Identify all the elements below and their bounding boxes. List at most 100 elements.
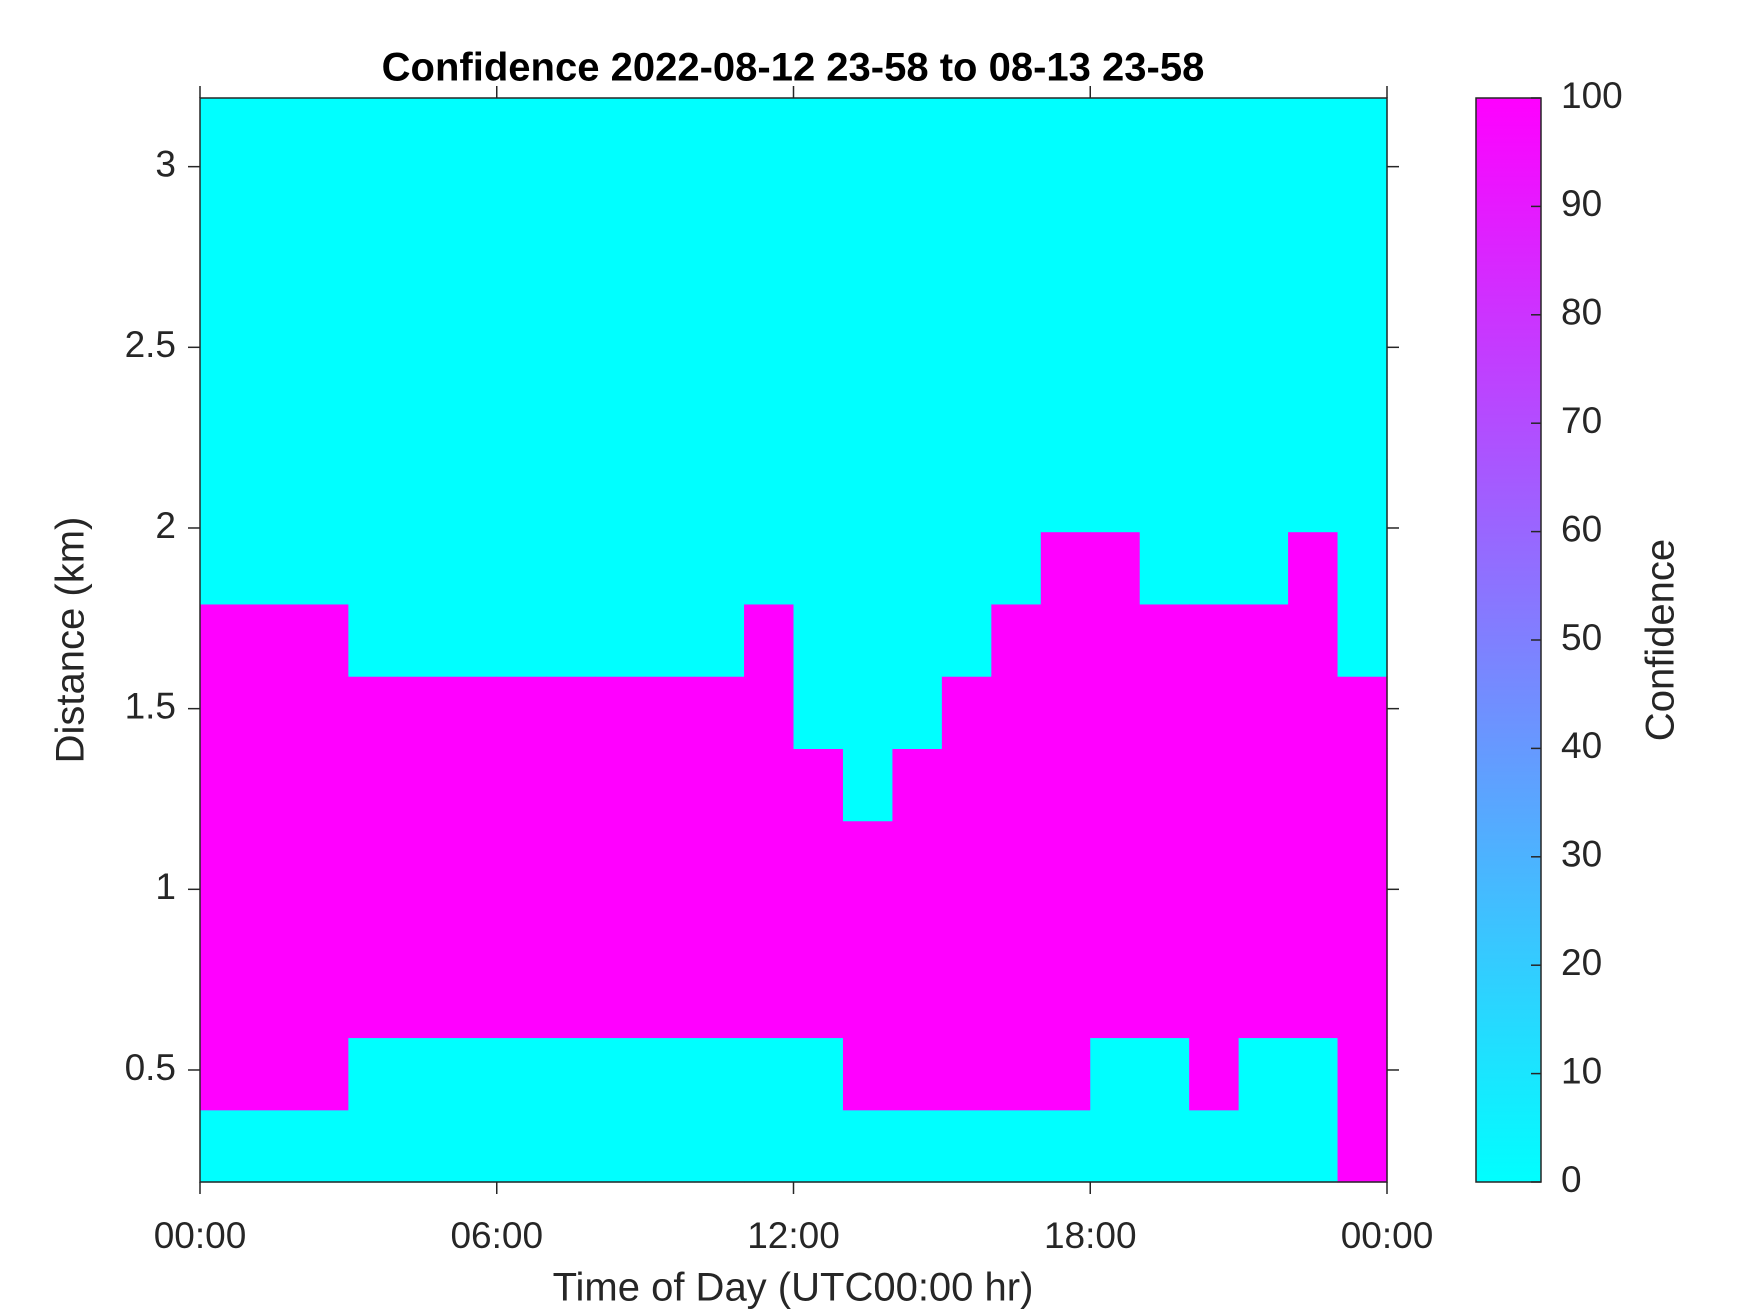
heatmap-cell (1139, 676, 1190, 749)
heatmap-cell (1040, 98, 1091, 171)
heatmap-cell (1288, 459, 1339, 533)
heatmap-cell (397, 748, 448, 822)
colorbar-tick-label: 80 (1561, 292, 1602, 333)
heatmap-cell (1238, 459, 1289, 533)
heatmap-cell (249, 965, 300, 1039)
heatmap-cell (892, 676, 943, 749)
heatmap-cell (546, 603, 597, 677)
heatmap-cell (447, 820, 498, 894)
heatmap-cell (496, 314, 547, 388)
colorbar-tick-label: 100 (1561, 75, 1623, 116)
heatmap-cell (991, 314, 1042, 388)
heatmap-cell (249, 603, 300, 677)
heatmap-cell (1337, 603, 1388, 677)
heatmap-cell (892, 892, 943, 966)
heatmap-cell (546, 965, 597, 1039)
heatmap-cell (1288, 748, 1339, 822)
heatmap-cell (1337, 1109, 1388, 1183)
heatmap-cell (1288, 242, 1339, 316)
heatmap-cell (298, 892, 349, 966)
heatmap-cell (348, 531, 399, 605)
heatmap-cell (447, 531, 498, 605)
heatmap-cell (842, 748, 894, 822)
heatmap-cell (447, 1037, 498, 1111)
heatmap-cell (1288, 314, 1339, 388)
heatmap-cell (744, 242, 795, 316)
heatmap-cell (892, 1109, 943, 1183)
heatmap-cell (1337, 387, 1388, 460)
heatmap-cell (249, 531, 300, 605)
heatmap-cell (1238, 748, 1289, 822)
heatmap-cell (595, 459, 646, 533)
heatmap-cell (991, 892, 1042, 966)
heatmap-cell (1139, 603, 1190, 677)
heatmap-cell (595, 748, 646, 822)
heatmap-cell (793, 1109, 844, 1183)
heatmap-cell (397, 820, 448, 894)
heatmap-cell (595, 170, 646, 244)
heatmap-cell (1189, 892, 1240, 966)
heatmap-cell (842, 459, 894, 533)
heatmap-cell (496, 170, 547, 244)
heatmap-cell (694, 314, 745, 388)
heatmap-cell (1189, 531, 1240, 605)
heatmap-cell (200, 98, 251, 171)
heatmap-cell (842, 820, 894, 894)
heatmap-cell (1189, 314, 1240, 388)
heatmap-cell (1040, 1037, 1091, 1111)
heatmap-cell (1040, 387, 1091, 460)
heatmap-cell (595, 603, 646, 677)
heatmap-cell (496, 603, 547, 677)
heatmap-cell (200, 531, 251, 605)
heatmap-cell (892, 314, 943, 388)
heatmap-cell (1040, 603, 1091, 677)
heatmap-cell (595, 676, 646, 749)
heatmap-cell (1238, 170, 1289, 244)
heatmap-cell (645, 965, 696, 1039)
heatmap-cell (397, 965, 448, 1039)
heatmap-cell (1040, 1109, 1091, 1183)
heatmap-cell (348, 242, 399, 316)
heatmap-cell (348, 748, 399, 822)
heatmap-cell (1337, 459, 1388, 533)
heatmap-cell (200, 892, 251, 966)
heatmap-cell (694, 965, 745, 1039)
heatmap-cell (348, 965, 399, 1039)
heatmap-cell (348, 676, 399, 749)
colorbar-tick-label: 30 (1561, 834, 1602, 875)
heatmap-cell (645, 748, 696, 822)
heatmap-cell (1238, 531, 1289, 605)
heatmap-cell (348, 1109, 399, 1183)
heatmap-cell (1238, 820, 1289, 894)
heatmap-cell (546, 459, 597, 533)
heatmap-cell (200, 1037, 251, 1111)
heatmap-cell (941, 820, 992, 894)
heatmap-cell (348, 603, 399, 677)
heatmap-cell (200, 170, 251, 244)
heatmap-cell (793, 965, 844, 1039)
heatmap-cell (1337, 531, 1388, 605)
heatmap-cell (397, 676, 448, 749)
colorbar-tick-label: 0 (1561, 1159, 1582, 1200)
heatmap-cell (645, 1109, 696, 1183)
heatmap-cell (200, 748, 251, 822)
heatmap-cell (744, 892, 795, 966)
heatmap-cell (200, 314, 251, 388)
heatmap-cell (1189, 1037, 1240, 1111)
heatmap-cell (1337, 892, 1388, 966)
heatmap-cell (793, 170, 844, 244)
heatmap-cell (546, 242, 597, 316)
heatmap-cell (1090, 242, 1141, 316)
heatmap-cell (397, 531, 448, 605)
heatmap-cell (1189, 603, 1240, 677)
heatmap-cell (546, 314, 597, 388)
heatmap-cell (1238, 603, 1289, 677)
heatmap-cell (397, 603, 448, 677)
heatmap-cell (447, 98, 498, 171)
y-tick-label: 2.5 (125, 324, 176, 365)
heatmap-cell (397, 242, 448, 316)
heatmap-cell (298, 531, 349, 605)
heatmap-cell (892, 98, 943, 171)
heatmap-cell (744, 314, 795, 388)
